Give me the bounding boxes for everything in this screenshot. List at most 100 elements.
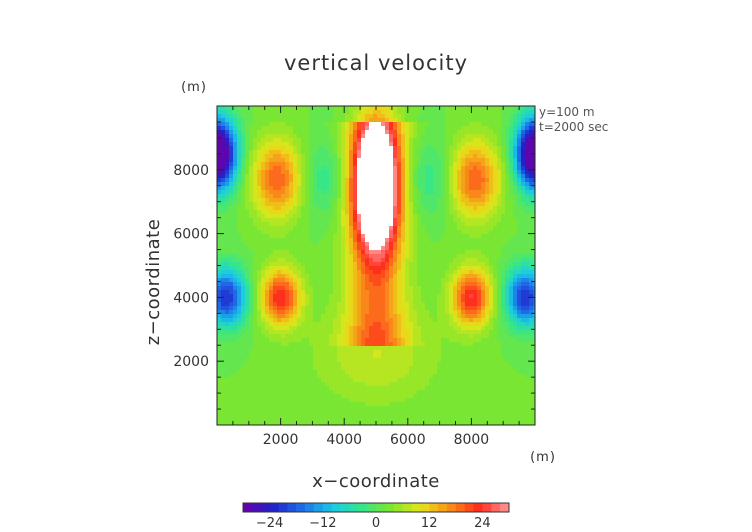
field-cell (425, 230, 430, 235)
field-cell (289, 310, 294, 315)
field-cell (397, 350, 402, 355)
field-cell (245, 214, 250, 219)
field-cell (253, 350, 258, 355)
field-cell (337, 186, 342, 191)
field-cell (401, 246, 406, 251)
field-cell (361, 294, 366, 299)
field-cell (501, 138, 506, 143)
field-cell (221, 142, 226, 147)
field-cell (293, 310, 298, 315)
field-cell (481, 126, 486, 131)
field-cell (257, 270, 262, 275)
field-cell (513, 190, 518, 195)
field-cell (245, 318, 250, 323)
field-cell (381, 282, 386, 287)
field-cell (501, 142, 506, 147)
field-cell (269, 202, 274, 207)
field-cell (389, 322, 394, 327)
field-cell (321, 134, 326, 139)
field-cell (497, 266, 502, 271)
field-cell (309, 334, 314, 339)
field-cell (409, 298, 414, 303)
field-cell (249, 110, 254, 115)
field-cell (501, 258, 506, 263)
field-cell (289, 354, 294, 359)
field-cell (385, 214, 390, 219)
field-cell (513, 242, 518, 247)
field-cell (409, 290, 414, 295)
field-cell (345, 350, 350, 355)
field-cell (333, 342, 338, 347)
field-cell (241, 254, 246, 259)
field-cell (277, 286, 282, 291)
field-cell (533, 314, 536, 319)
field-cell (441, 158, 446, 163)
field-cell (357, 174, 362, 179)
field-cell (473, 174, 478, 179)
field-cell (317, 218, 322, 223)
field-cell (309, 310, 314, 315)
field-cell (377, 222, 382, 227)
field-cell (237, 202, 242, 207)
field-cell (421, 114, 426, 119)
field-cell (533, 342, 536, 347)
field-cell (357, 222, 362, 227)
field-cell (233, 202, 238, 207)
field-cell (389, 154, 394, 159)
field-cell (509, 146, 514, 151)
field-cell (525, 342, 530, 347)
field-cell (381, 146, 386, 151)
field-cell (401, 302, 406, 307)
field-cell (341, 314, 346, 319)
field-cell (301, 350, 306, 355)
field-cell (413, 146, 418, 151)
field-cell (225, 202, 230, 207)
field-cell (317, 238, 322, 243)
field-cell (321, 314, 326, 319)
field-cell (265, 294, 270, 299)
field-cell (341, 218, 346, 223)
field-cell (501, 198, 506, 203)
field-cell (501, 118, 506, 123)
field-cell (353, 278, 358, 283)
field-cell (241, 170, 246, 175)
field-cell (465, 218, 470, 223)
field-cell (441, 294, 446, 299)
field-cell (505, 202, 510, 207)
field-cell (465, 306, 470, 311)
field-cell (225, 354, 230, 359)
field-cell (409, 130, 414, 135)
field-cell (465, 342, 470, 347)
field-cell (289, 194, 294, 199)
field-cell (405, 146, 410, 151)
field-cell (509, 130, 514, 135)
field-cell (533, 170, 536, 175)
field-cell (429, 242, 434, 247)
field-cell (425, 122, 430, 127)
field-cell (325, 134, 330, 139)
field-cell (253, 234, 258, 239)
field-cell (369, 174, 374, 179)
field-cell (429, 186, 434, 191)
field-cell (377, 178, 382, 183)
field-cell (501, 122, 506, 127)
field-cell (257, 114, 262, 119)
field-cell (401, 338, 406, 343)
field-cell (369, 170, 374, 175)
field-cell (281, 254, 286, 259)
field-cell (397, 114, 402, 119)
field-cell (229, 154, 234, 159)
field-cell (217, 254, 222, 259)
field-cell (373, 226, 378, 231)
field-cell (397, 122, 402, 127)
field-cell (369, 298, 374, 303)
field-cell (445, 246, 450, 251)
field-cell (513, 122, 518, 127)
field-cell (221, 158, 226, 163)
field-cell (313, 170, 318, 175)
field-cell (481, 238, 486, 243)
field-cell (257, 162, 262, 167)
field-cell (285, 122, 290, 127)
field-cell (289, 118, 294, 123)
field-cell (437, 330, 442, 335)
